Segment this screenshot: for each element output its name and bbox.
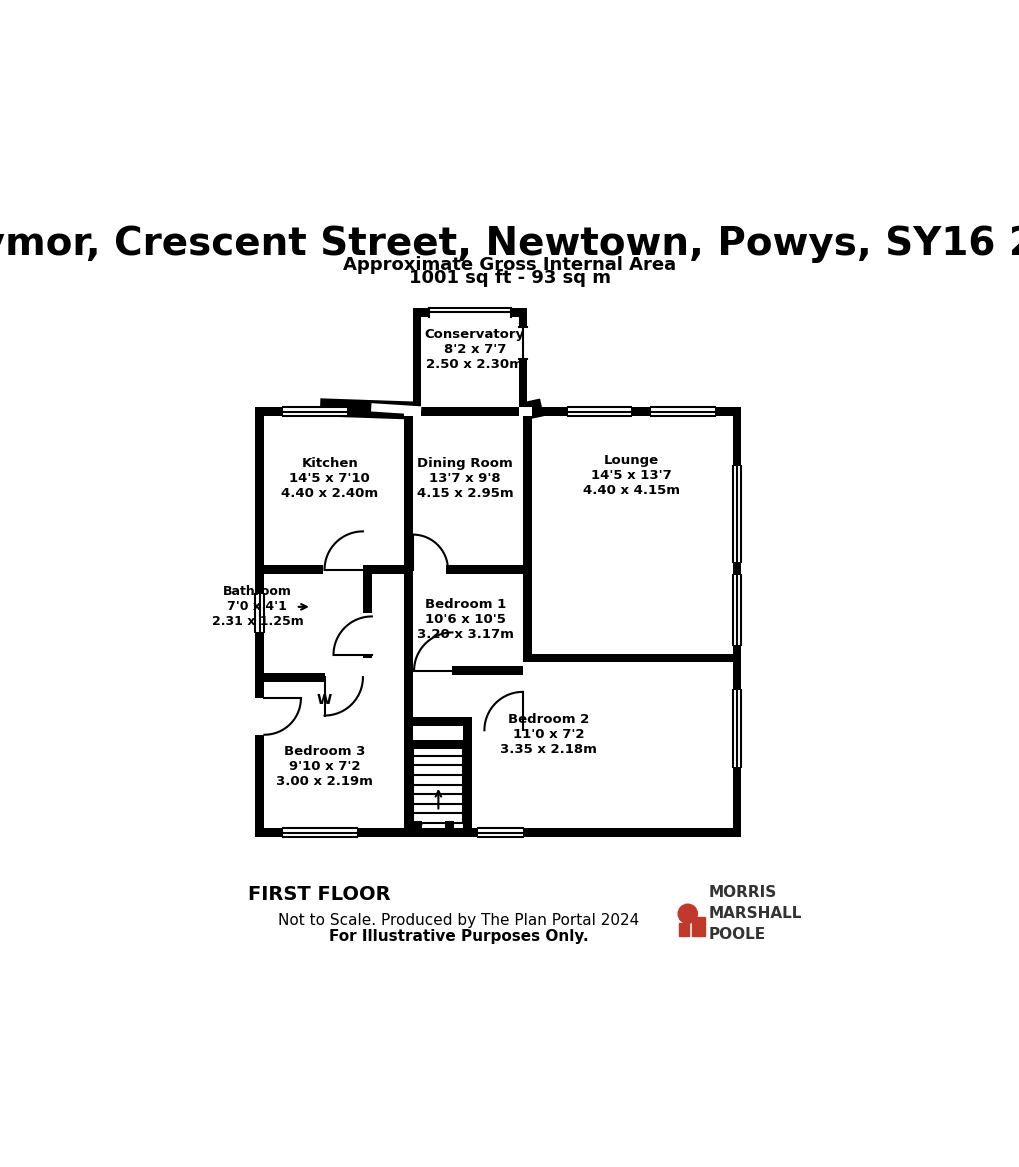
Bar [363,613,372,655]
Text: C: C [413,823,422,836]
Bar [679,923,689,936]
Bar [363,569,372,658]
Bar [463,722,471,837]
Text: Kitchen
14'5 x 7'10
4.40 x 2.40m: Kitchen 14'5 x 7'10 4.40 x 2.40m [281,457,378,501]
Bar [523,654,741,663]
Bar [255,594,264,633]
Bar [732,658,741,837]
Bar [255,407,264,837]
Text: C: C [444,823,453,836]
Bar [732,690,741,767]
Bar [413,740,463,749]
Bar [255,407,741,417]
Text: Conservatory
8'2 x 7'7
2.50 x 2.30m: Conservatory 8'2 x 7'7 2.50 x 2.30m [424,328,525,371]
Bar [405,569,413,671]
Bar [255,407,741,417]
Bar [523,407,531,658]
Bar [413,666,523,676]
Bar [444,822,453,837]
Bar [360,565,413,574]
Bar [324,672,363,682]
Text: Bedroom 1
10'6 x 10'5
3.20 x 3.17m: Bedroom 1 10'6 x 10'5 3.20 x 3.17m [417,599,514,641]
Text: Not to Scale. Produced by The Plan Portal 2024: Not to Scale. Produced by The Plan Porta… [278,913,639,928]
Bar [405,671,413,837]
Bar [413,308,421,411]
Text: 1001 sq ft - 93 sq m: 1001 sq ft - 93 sq m [409,268,610,287]
Bar [478,829,523,837]
Circle shape [678,904,697,923]
Text: FIRST FLOOR: FIRST FLOOR [248,885,390,904]
Bar [692,917,704,936]
Bar [519,308,527,411]
Text: Approximate Gross Internal Area: Approximate Gross Internal Area [343,256,676,274]
Bar [732,575,741,645]
Text: Lounge
14'5 x 13'7
4.40 x 4.15m: Lounge 14'5 x 13'7 4.40 x 4.15m [583,454,680,497]
Bar [413,718,471,726]
Bar [405,407,421,417]
Bar [324,565,363,574]
Text: Bedroom 2
11'0 x 7'2
3.35 x 2.18m: Bedroom 2 11'0 x 7'2 3.35 x 2.18m [499,713,596,756]
Bar [255,565,323,574]
Bar [413,308,527,316]
Text: Bedroom 3
9'10 x 7'2
3.00 x 2.19m: Bedroom 3 9'10 x 7'2 3.00 x 2.19m [276,746,373,788]
Text: Dining Room
13'7 x 9'8
4.15 x 2.95m: Dining Room 13'7 x 9'8 4.15 x 2.95m [417,457,513,501]
Bar [428,307,511,317]
Text: W: W [317,692,332,706]
Bar [732,466,741,562]
Bar [518,328,528,359]
Text: Bathroom
7'0 x 4'1
2.31 x 1.25m: Bathroom 7'0 x 4'1 2.31 x 1.25m [211,586,303,628]
Bar [476,722,523,731]
Bar [413,822,422,837]
Bar [255,698,264,735]
Bar [567,407,631,417]
Bar [405,407,413,658]
Bar [413,565,523,574]
Bar [255,829,523,837]
Bar [282,829,357,837]
Bar [523,829,732,837]
Bar [255,672,363,682]
Text: For Illustrative Purposes Only.: For Illustrative Purposes Only. [329,929,588,944]
Text: Brymor, Crescent Street, Newtown, Powys, SY16 2ET: Brymor, Crescent Street, Newtown, Powys,… [0,224,1019,263]
Bar [732,407,741,658]
Bar [413,666,452,676]
Bar [282,407,346,417]
Text: MORRIS
MARSHALL
POOLE: MORRIS MARSHALL POOLE [707,886,801,942]
Bar [650,407,714,417]
Bar [413,565,445,574]
Bar [519,407,531,417]
